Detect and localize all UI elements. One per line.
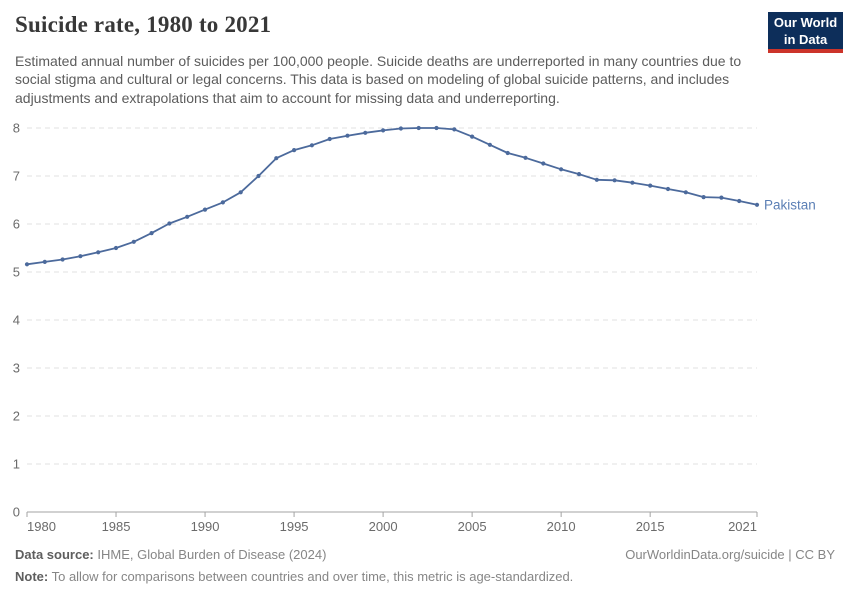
note-label: Note: — [15, 569, 49, 584]
data-point — [701, 195, 706, 200]
data-point — [60, 257, 65, 262]
data-point — [434, 125, 439, 131]
data-point — [452, 127, 457, 132]
y-axis-label: 5 — [13, 265, 20, 280]
data-source-text: IHME, Global Burden of Disease (2024) — [93, 547, 327, 562]
data-point — [131, 239, 136, 244]
data-point — [42, 259, 47, 264]
data-point — [220, 200, 225, 205]
x-axis-label: 2015 — [636, 519, 665, 534]
data-line — [26, 127, 758, 266]
data-point — [576, 172, 582, 177]
note-text: To allow for comparisons between countri… — [48, 569, 574, 584]
data-point — [185, 214, 190, 219]
data-point — [202, 207, 208, 212]
owid-logo[interactable]: Our World in Data — [768, 12, 843, 53]
data-point — [470, 134, 475, 139]
data-point — [274, 156, 279, 161]
note: Note: To allow for comparisons between c… — [15, 569, 835, 584]
data-point — [309, 143, 314, 148]
data-source: Data source: IHME, Global Burden of Dise… — [15, 547, 326, 562]
data-point — [96, 250, 101, 255]
x-axis-label: 2010 — [547, 519, 576, 534]
data-point — [559, 167, 564, 172]
data-point — [505, 150, 510, 156]
data-point — [327, 136, 332, 142]
x-axis-label: 1990 — [191, 519, 220, 534]
data-point — [167, 221, 172, 226]
y-axis-label: 1 — [13, 457, 20, 472]
license-link[interactable]: OurWorldinData.org/suicide | CC BY — [625, 547, 835, 562]
data-point — [594, 177, 599, 182]
data-point — [24, 262, 30, 267]
chart-footer: Data source: IHME, Global Burden of Dise… — [15, 547, 835, 584]
y-axis-label: 6 — [13, 217, 20, 232]
line-chart: 0 1 2 3 4 5 6 7 8 1980 1985 1990 1995 2000 2005 2010 201… — [13, 121, 816, 535]
data-point — [487, 142, 492, 147]
data-point — [648, 183, 653, 188]
data-point — [113, 245, 119, 251]
data-point — [523, 155, 528, 160]
data-point — [345, 133, 350, 138]
x-axis-label: 1995 — [280, 519, 309, 534]
y-axis-label: 2 — [13, 409, 20, 424]
data-point — [363, 130, 368, 135]
data-point — [719, 195, 724, 200]
y-axis-label: 8 — [13, 121, 20, 136]
x-axis-label: 1980 — [27, 519, 56, 534]
data-point — [238, 190, 243, 195]
owid-logo-line1: Our World — [773, 15, 838, 30]
y-axis-label: 3 — [13, 361, 20, 376]
y-axis-label: 4 — [13, 313, 20, 328]
data-point — [541, 161, 546, 166]
owid-logo-line2: in Data — [783, 31, 828, 47]
x-axis-label: 2021 — [728, 519, 757, 534]
data-point — [612, 178, 617, 183]
data-point — [416, 125, 421, 131]
y-axis-label: 7 — [13, 169, 20, 184]
y-axis-label: 0 — [13, 505, 20, 520]
data-point — [256, 173, 261, 179]
x-axis-label: 2000 — [369, 519, 398, 534]
data-point — [292, 148, 297, 153]
x-axis-label: 1985 — [102, 519, 131, 534]
x-axis-label: 2005 — [458, 519, 487, 534]
data-point — [398, 126, 403, 131]
data-point — [630, 180, 635, 185]
data-point — [737, 198, 742, 204]
data-point — [683, 190, 688, 195]
data-point — [78, 254, 83, 259]
chart-subtitle: Estimated annual number of suicides per … — [15, 53, 742, 106]
data-point — [754, 202, 760, 207]
data-point — [665, 186, 671, 192]
series-label[interactable]: Pakistan — [764, 197, 816, 212]
data-source-label: Data source: — [15, 547, 94, 562]
page-title: Suicide rate, 1980 to 2021 — [15, 12, 272, 37]
data-point — [149, 231, 154, 236]
data-point — [381, 128, 386, 133]
